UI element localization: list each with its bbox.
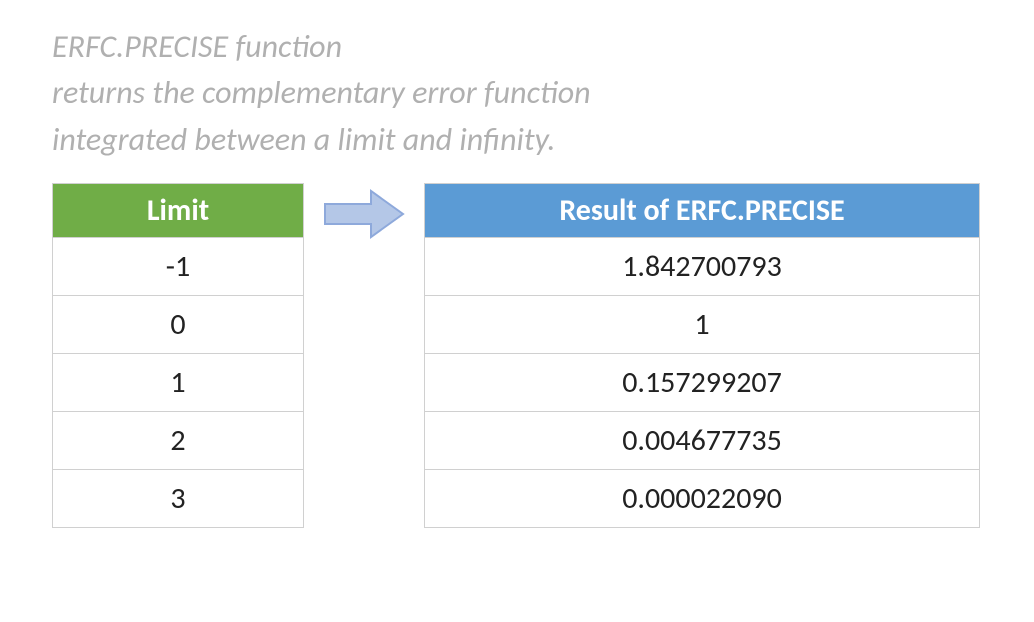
- table-row: 1: [53, 354, 304, 412]
- table-row: 1: [425, 296, 980, 354]
- result-cell: 0.000022090: [425, 470, 980, 528]
- limit-table: Limit -1 0 1 2 3: [52, 183, 304, 528]
- limit-cell: 3: [53, 470, 304, 528]
- limit-cell: 2: [53, 412, 304, 470]
- description-line-2: returns the complementary error function: [52, 70, 982, 116]
- result-cell: 0.157299207: [425, 354, 980, 412]
- table-row: 2: [53, 412, 304, 470]
- limit-cell: 1: [53, 354, 304, 412]
- table-row: 3: [53, 470, 304, 528]
- description-block: ERFC.PRECISE function returns the comple…: [52, 24, 982, 163]
- description-line-3: integrated between a limit and infinity.: [52, 117, 982, 163]
- table-row: 0.157299207: [425, 354, 980, 412]
- table-row: 0.000022090: [425, 470, 980, 528]
- table-row: 0: [53, 296, 304, 354]
- result-cell: 0.004677735: [425, 412, 980, 470]
- tables-layout: Limit -1 0 1 2 3 Result of ERFC.PRECISE …: [52, 183, 982, 528]
- description-line-1: ERFC.PRECISE function: [52, 24, 982, 70]
- result-table-header: Result of ERFC.PRECISE: [425, 184, 980, 238]
- arrow-container: [304, 183, 424, 241]
- result-table: Result of ERFC.PRECISE 1.842700793 1 0.1…: [424, 183, 980, 528]
- limit-table-header: Limit: [53, 184, 304, 238]
- limit-cell: -1: [53, 238, 304, 296]
- arrow-right-icon: [319, 187, 409, 241]
- table-row: 1.842700793: [425, 238, 980, 296]
- table-row: -1: [53, 238, 304, 296]
- result-cell: 1: [425, 296, 980, 354]
- result-cell: 1.842700793: [425, 238, 980, 296]
- table-row: 0.004677735: [425, 412, 980, 470]
- arrow-shape: [325, 191, 403, 237]
- limit-cell: 0: [53, 296, 304, 354]
